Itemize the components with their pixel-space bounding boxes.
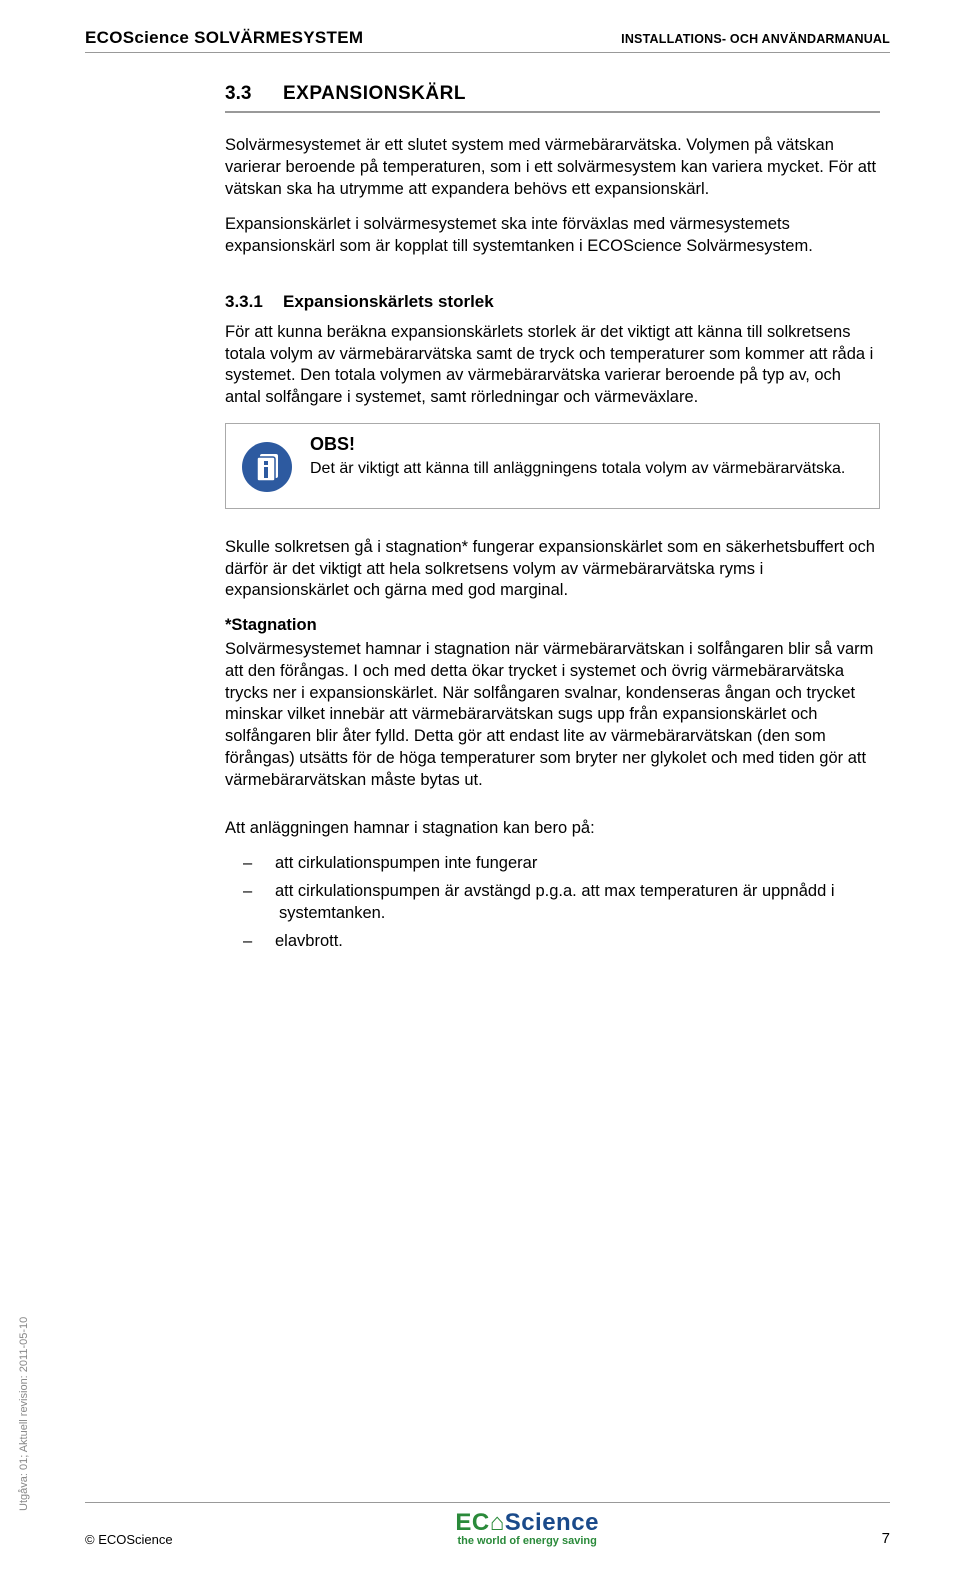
section-para-2: Expansionskärlet i solvärmesystemet ska … xyxy=(225,214,880,258)
note-body: Det är viktigt att känna till anläggning… xyxy=(310,459,865,480)
bullet-text: att cirkulationspumpen inte fungerar xyxy=(275,854,537,872)
after-note-para-1: Skulle solkretsen gå i stagnation* funge… xyxy=(225,537,880,602)
bullet-item: –att cirkulationspumpen är avstängd p.g.… xyxy=(261,881,880,925)
section-para-1: Solvärmesystemet är ett slutet system me… xyxy=(225,135,880,200)
stagnation-label: *Stagnation xyxy=(225,616,880,635)
header-left: ECOScience SOLVÄRMESYSTEM xyxy=(85,28,363,48)
bullet-list: –att cirkulationspumpen inte fungerar –a… xyxy=(261,853,880,952)
bullet-item: –att cirkulationspumpen inte fungerar xyxy=(261,853,880,875)
logo-house-icon: ⌂ xyxy=(490,1509,505,1536)
page-number: 7 xyxy=(882,1530,890,1547)
info-icon xyxy=(240,440,294,494)
section-title: EXPANSIONSKÄRL xyxy=(283,83,466,105)
bullet-item: –elavbrott. xyxy=(261,931,880,953)
section-number: 3.3 xyxy=(225,83,283,105)
logo-science: Science xyxy=(505,1509,599,1536)
bullet-text: att cirkulationspumpen är avstängd p.g.a… xyxy=(275,882,835,922)
subsection-heading: 3.3.1 Expansionskärlets storlek xyxy=(225,292,880,312)
subsection-para-1: För att kunna beräkna expansionskärlets … xyxy=(225,322,880,409)
note-box: OBS! Det är viktigt att känna till anläg… xyxy=(225,423,880,509)
after-note-para-3: Att anläggningen hamnar i stagnation kan… xyxy=(225,818,880,840)
logo-eco: EC xyxy=(455,1509,489,1536)
logo-main: EC⌂Science xyxy=(173,1509,882,1537)
note-title: OBS! xyxy=(310,434,865,455)
footer-logo: EC⌂Science the world of energy saving xyxy=(173,1509,882,1547)
logo-tagline: the world of energy saving xyxy=(173,1535,882,1547)
header-right: INSTALLATIONS- OCH ANVÄNDARMANUAL xyxy=(621,32,890,46)
section-heading: 3.3 EXPANSIONSKÄRL xyxy=(225,83,880,113)
bullet-text: elavbrott. xyxy=(275,932,343,950)
page-header: ECOScience SOLVÄRMESYSTEM INSTALLATIONS-… xyxy=(85,28,890,53)
revision-text: Utgåva: 01; Aktuell revision: 2011-05-10 xyxy=(18,1317,30,1511)
note-text: OBS! Det är viktigt att känna till anläg… xyxy=(310,434,865,480)
subsection-title: Expansionskärlets storlek xyxy=(283,292,494,312)
footer-copyright: © ECOScience xyxy=(85,1532,173,1547)
content-area: 3.3 EXPANSIONSKÄRL Solvärmesystemet är e… xyxy=(225,83,880,952)
page-footer: © ECOScience EC⌂Science the world of ene… xyxy=(85,1502,890,1547)
after-note-para-2: Solvärmesystemet hamnar i stagnation när… xyxy=(225,639,880,791)
subsection-number: 3.3.1 xyxy=(225,292,283,312)
